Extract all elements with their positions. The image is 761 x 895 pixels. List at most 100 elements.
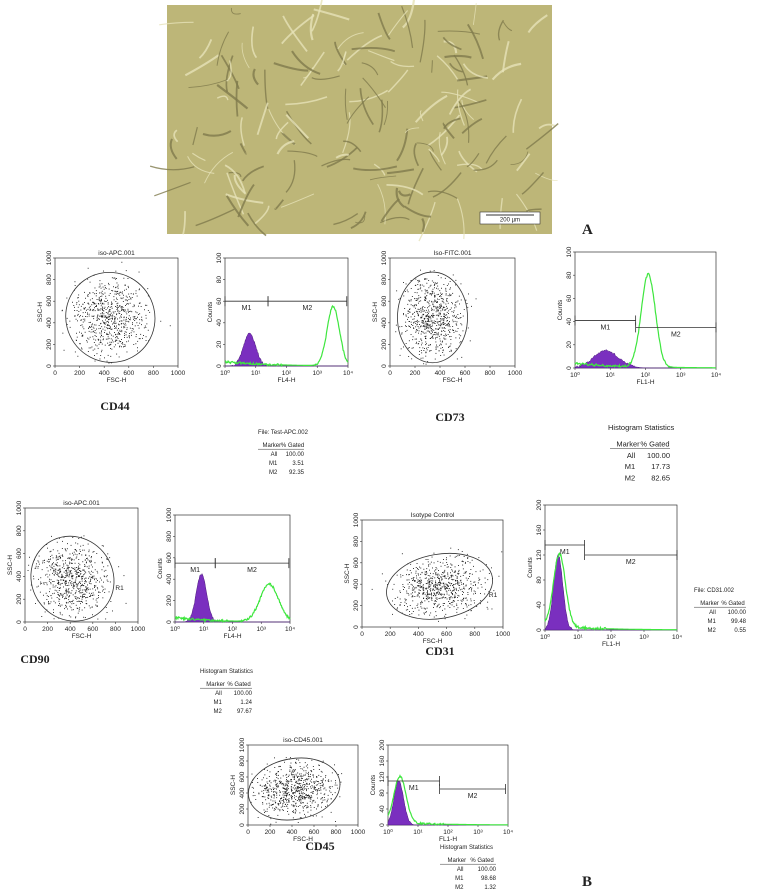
- event-dot: [66, 589, 67, 591]
- event-dot: [104, 592, 106, 593]
- event-dot: [134, 325, 136, 327]
- event-dot: [300, 786, 302, 788]
- event-dot: [93, 318, 95, 320]
- event-dot: [109, 331, 110, 333]
- event-dot: [450, 576, 452, 578]
- y-tick-label: 0: [381, 364, 388, 368]
- event-dot: [52, 549, 54, 551]
- event-dot: [121, 331, 123, 333]
- event-dot: [66, 574, 68, 576]
- event-dot: [101, 315, 102, 317]
- event-dot: [453, 590, 455, 592]
- event-dot: [68, 566, 69, 568]
- event-dot: [454, 570, 456, 572]
- cell: [252, 68, 259, 86]
- event-dot: [250, 801, 252, 803]
- event-dot: [455, 555, 457, 557]
- event-dot: [107, 316, 109, 318]
- event-dot: [128, 299, 130, 300]
- event-dot: [296, 788, 298, 790]
- table-cell: All: [627, 451, 636, 460]
- event-dot: [412, 339, 414, 341]
- event-dot: [107, 299, 108, 301]
- cell: [386, 168, 415, 175]
- event-dot: [119, 305, 121, 306]
- event-dot: [437, 309, 439, 311]
- event-dot: [444, 588, 446, 590]
- event-dot: [301, 791, 302, 793]
- event-dot: [302, 793, 304, 795]
- event-dot: [281, 800, 283, 801]
- event-dot: [465, 571, 467, 573]
- event-dot: [61, 573, 63, 575]
- event-dot: [434, 577, 436, 579]
- event-dot: [442, 327, 444, 329]
- event-dot: [262, 802, 264, 803]
- event-dot: [427, 323, 429, 325]
- event-dot: [488, 591, 490, 593]
- event-dot: [304, 784, 306, 785]
- cell: [350, 211, 367, 229]
- cell: [351, 46, 396, 53]
- event-dot: [106, 321, 108, 322]
- event-dot: [86, 566, 88, 568]
- event-dot: [295, 782, 297, 783]
- event-dot: [119, 294, 121, 296]
- event-dot: [465, 577, 467, 579]
- event-dot: [469, 573, 471, 574]
- event-dot: [116, 282, 118, 284]
- event-dot: [330, 780, 332, 782]
- event-dot: [292, 800, 294, 802]
- event-dot: [85, 597, 86, 599]
- event-dot: [449, 599, 451, 600]
- event-dot: [462, 575, 464, 576]
- event-dot: [51, 554, 53, 556]
- event-dot: [275, 806, 277, 808]
- x-tick-label: 600: [460, 370, 471, 377]
- event-dot: [81, 578, 83, 580]
- event-dot: [271, 804, 273, 806]
- event-dot: [400, 576, 402, 578]
- event-dot: [444, 327, 445, 329]
- event-dot: [431, 582, 433, 584]
- event-dot: [66, 297, 68, 299]
- event-dot: [429, 270, 431, 272]
- event-dot: [418, 574, 419, 576]
- event-dot: [276, 794, 278, 796]
- event-dot: [474, 602, 475, 604]
- event-dot: [295, 787, 296, 789]
- event-dot: [469, 576, 470, 577]
- event-dot: [310, 795, 312, 797]
- y-axis-label: SSC-H: [7, 555, 14, 576]
- event-dot: [102, 293, 104, 295]
- event-dot: [302, 806, 304, 808]
- event-dot: [89, 607, 91, 609]
- event-dot: [91, 570, 92, 572]
- event-dot: [118, 340, 120, 342]
- event-dot: [425, 291, 427, 293]
- event-dot: [129, 327, 131, 329]
- event-dot: [266, 763, 268, 765]
- event-dot: [433, 305, 435, 307]
- event-dot: [431, 315, 432, 316]
- event-dot: [96, 553, 98, 554]
- event-dot: [443, 593, 445, 595]
- event-dot: [421, 607, 423, 609]
- event-dot: [71, 558, 73, 560]
- event-dot: [88, 551, 90, 553]
- event-dot: [420, 296, 422, 298]
- event-dot: [439, 591, 440, 593]
- event-dot: [274, 779, 276, 781]
- event-dot: [424, 326, 425, 328]
- event-dot: [413, 318, 415, 320]
- event-dot: [89, 336, 91, 338]
- event-dot: [439, 338, 441, 340]
- event-dot: [465, 598, 467, 599]
- event-dot: [273, 797, 275, 799]
- event-dot: [116, 278, 117, 279]
- event-dot: [124, 326, 126, 328]
- event-dot: [95, 599, 97, 601]
- event-dot: [49, 565, 51, 567]
- event-dot: [132, 306, 134, 308]
- event-dot: [101, 351, 102, 353]
